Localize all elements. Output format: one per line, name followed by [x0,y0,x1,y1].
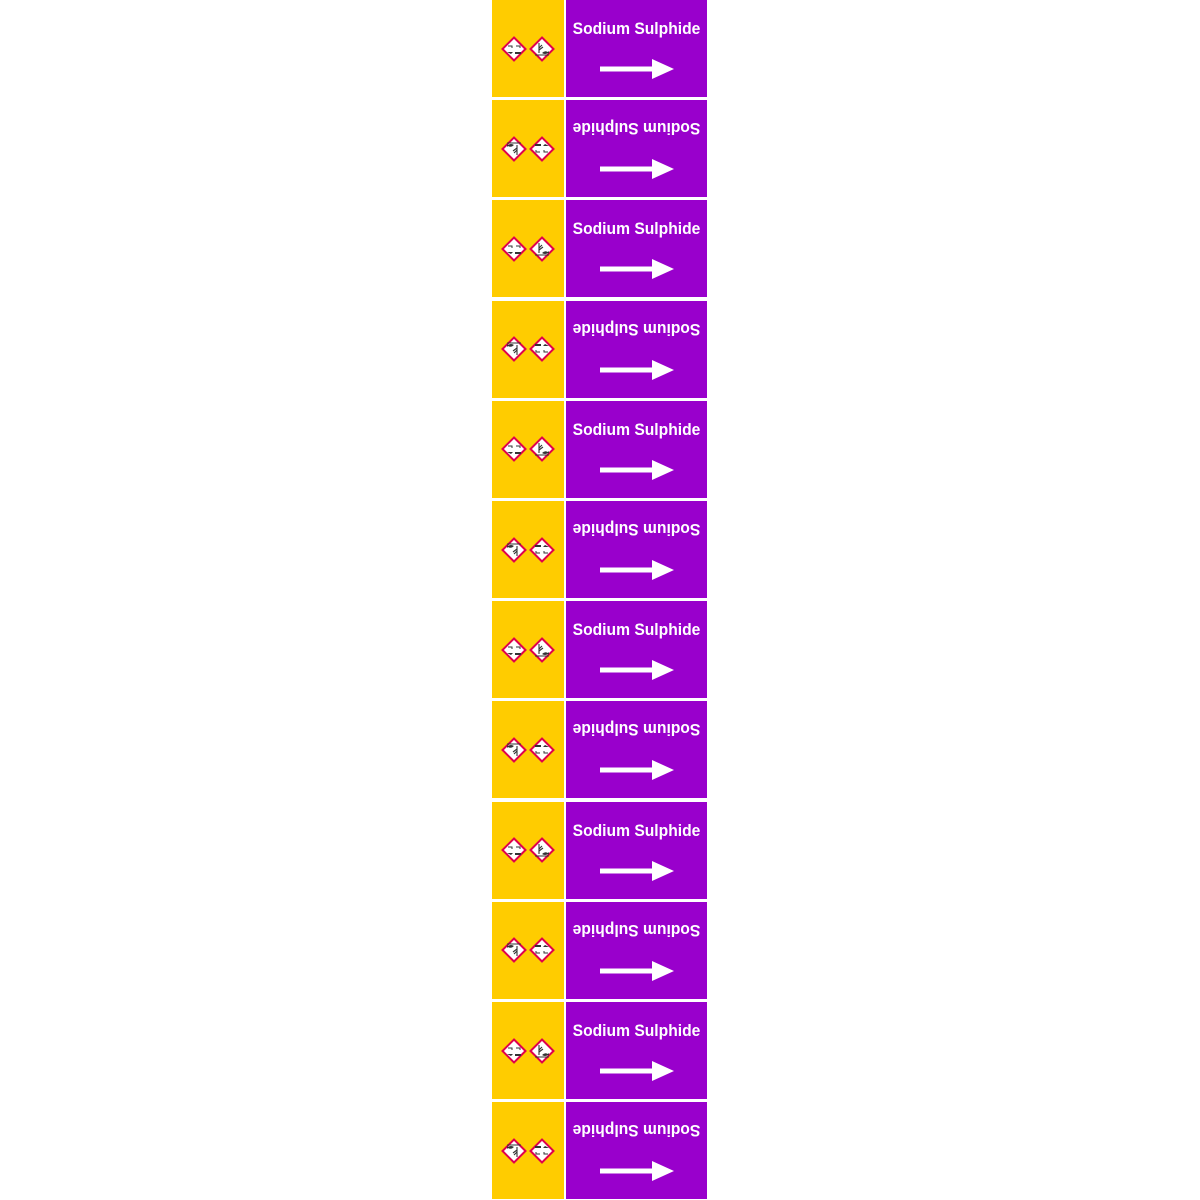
panel-divider [564,601,566,699]
pipe-marker-label: Sodium Sulphide [492,701,707,799]
flow-direction-arrow-icon [600,560,674,580]
ghs09-environment-icon [529,35,555,62]
substance-name-panel: Sodium Sulphide [566,801,707,899]
panel-divider [564,1002,566,1099]
panel-divider [564,200,566,298]
hazard-symbol-panel [492,1002,564,1099]
flow-direction-arrow-icon [600,660,674,681]
substance-name: Sodium Sulphide [572,19,701,38]
ghs05-corrosive-icon [529,937,555,964]
flow-direction-arrow-icon [600,1161,674,1182]
substance-name: Sodium Sulphide [572,419,701,439]
pipe-marker-label: Sodium Sulphide [492,1102,707,1200]
substance-name-panel: Sodium Sulphide [566,200,707,298]
panel-divider [564,400,566,498]
hazard-symbol-panel [492,701,564,799]
panel-divider [564,100,566,198]
ghs05-corrosive-icon [529,1137,555,1164]
ghs09-environment-icon [501,736,527,763]
substance-name: Sodium Sulphide [572,720,701,740]
ghs05-corrosive-icon [501,837,527,864]
ghs09-environment-icon [501,536,527,563]
pipe-marker-label: Sodium Sulphide [492,601,707,699]
pipe-marker-label: Sodium Sulphide [492,300,707,398]
ghs05-corrosive-icon [501,35,527,62]
panel-divider [564,501,566,598]
flow-direction-arrow-icon [600,259,674,280]
flow-direction-arrow-icon [600,760,674,781]
ghs05-corrosive-icon [529,736,555,763]
hazard-symbol-panel [492,200,564,298]
substance-name: Sodium Sulphide [572,1021,701,1040]
hazard-symbol-panel [492,801,564,899]
hazard-symbol-panel [492,100,564,198]
pipe-marker-label: Sodium Sulphide [492,400,707,498]
pipe-marker-label: Sodium Sulphide [492,1002,707,1099]
ghs09-environment-icon [529,837,555,864]
ghs05-corrosive-icon [501,235,527,262]
panel-divider [564,1102,566,1200]
substance-name: Sodium Sulphide [572,520,701,539]
substance-name-panel: Sodium Sulphide [566,1102,707,1200]
pipe-marker-label: Sodium Sulphide [492,100,707,198]
substance-name: Sodium Sulphide [572,319,701,339]
panel-divider [564,801,566,899]
panel-divider [564,0,566,97]
flow-direction-arrow-icon [600,359,674,380]
ghs09-environment-icon [529,636,555,663]
flow-direction-arrow-icon [600,59,674,79]
flow-direction-arrow-icon [600,960,674,981]
substance-name: Sodium Sulphide [572,620,701,640]
pipe-marker-label: Sodium Sulphide [492,801,707,899]
pipe-marker-label: Sodium Sulphide [492,501,707,598]
ghs09-environment-icon [529,1037,555,1064]
substance-name-panel: Sodium Sulphide [566,501,707,598]
flow-direction-arrow-icon [600,459,674,480]
ghs09-environment-icon [529,235,555,262]
flow-direction-arrow-icon [600,860,674,881]
ghs09-environment-icon [529,436,555,463]
hazard-symbol-panel [492,0,564,97]
ghs05-corrosive-icon [501,636,527,663]
ghs05-corrosive-icon [501,436,527,463]
substance-name-panel: Sodium Sulphide [566,0,707,97]
ghs05-corrosive-icon [501,1037,527,1064]
hazard-symbol-panel [492,300,564,398]
substance-name-panel: Sodium Sulphide [566,601,707,699]
pipe-marker-label: Sodium Sulphide [492,0,707,97]
substance-name-panel: Sodium Sulphide [566,701,707,799]
pipe-marker-strip: Sodium Sulphide Sodium Sulphide Sodium Sul… [492,0,707,1200]
flow-direction-arrow-icon [600,1061,674,1081]
substance-name-panel: Sodium Sulphide [566,901,707,999]
panel-divider [564,901,566,999]
ghs05-corrosive-icon [529,135,555,162]
ghs09-environment-icon [501,1137,527,1164]
panel-divider [564,300,566,398]
hazard-symbol-panel [492,1102,564,1200]
substance-name: Sodium Sulphide [572,119,701,139]
substance-name-panel: Sodium Sulphide [566,100,707,198]
ghs09-environment-icon [501,937,527,964]
substance-name-panel: Sodium Sulphide [566,400,707,498]
flow-direction-arrow-icon [600,159,674,180]
hazard-symbol-panel [492,901,564,999]
pipe-marker-label: Sodium Sulphide [492,901,707,999]
hazard-symbol-panel [492,601,564,699]
substance-name-panel: Sodium Sulphide [566,1002,707,1099]
ghs05-corrosive-icon [529,536,555,563]
hazard-symbol-panel [492,400,564,498]
ghs05-corrosive-icon [529,336,555,363]
substance-name-panel: Sodium Sulphide [566,300,707,398]
substance-name: Sodium Sulphide [572,920,701,940]
ghs09-environment-icon [501,135,527,162]
pipe-marker-label: Sodium Sulphide [492,200,707,298]
substance-name: Sodium Sulphide [572,219,701,239]
ghs09-environment-icon [501,336,527,363]
substance-name: Sodium Sulphide [572,1121,701,1141]
substance-name: Sodium Sulphide [572,820,701,840]
panel-divider [564,701,566,799]
hazard-symbol-panel [492,501,564,598]
